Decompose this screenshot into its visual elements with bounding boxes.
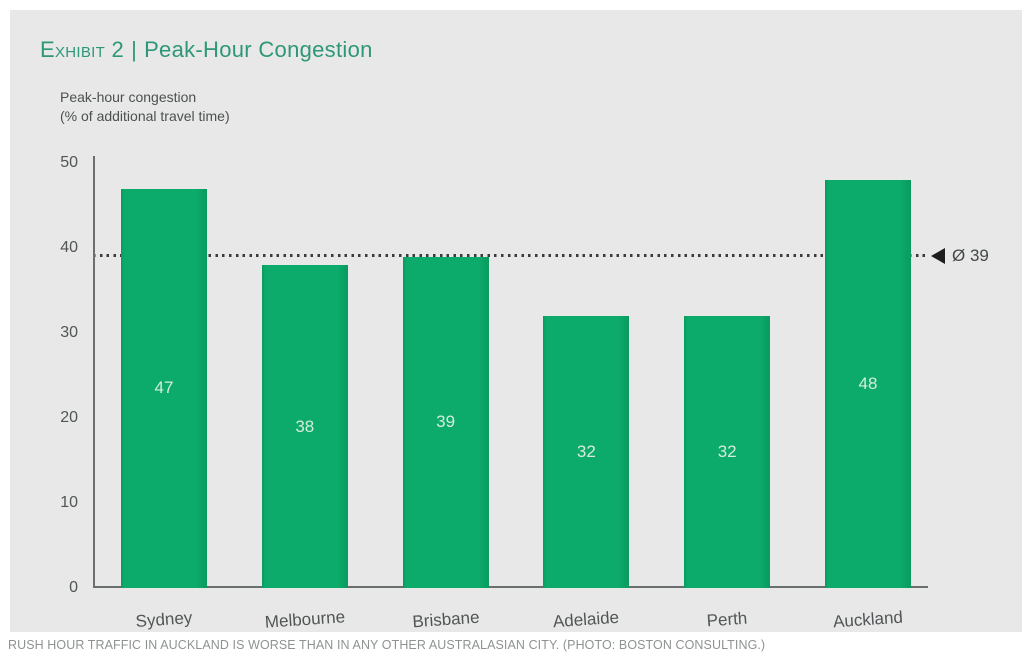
bar-value-label-brisbane: 39 <box>436 412 456 432</box>
average-marker-icon <box>931 248 945 264</box>
chart-title: Peak-Hour Congestion <box>144 37 373 62</box>
exhibit-panel: Exhibit 2 | Peak-Hour Congestion Peak-hour… <box>10 10 1022 632</box>
average-label: Ø 39 <box>952 246 989 265</box>
x-axis-label-sydney: Sydney <box>135 608 193 631</box>
y-axis-tick-0: 0 <box>69 579 78 596</box>
bar-melbourne: 38 <box>261 265 348 588</box>
bar-value-label-melbourne: 38 <box>295 416 315 436</box>
bar-brisbane: 39 <box>402 256 489 588</box>
x-axis-label-melbourne: Melbourne <box>264 607 346 632</box>
x-axis-line <box>93 586 928 588</box>
bar-value-label-auckland: 48 <box>858 374 878 393</box>
y-axis-tick-30: 30 <box>60 324 78 341</box>
x-axis-label-perth: Perth <box>706 608 749 631</box>
x-axis-label-brisbane: Brisbane <box>411 607 480 632</box>
bar-chart: 0 10 20 30 40 50 47 Sydney 38 Melbourne 39 Brisban… <box>10 10 1022 659</box>
y-axis-title-line2: (% of additional travel time) <box>60 108 230 124</box>
bar-auckland: 48 <box>825 180 911 588</box>
y-axis-line <box>93 156 95 588</box>
y-axis-tick-50: 50 <box>60 154 78 171</box>
x-axis-label-adelaide: Adelaide <box>552 607 621 632</box>
y-axis-tick-40: 40 <box>60 239 78 256</box>
title-separator: | <box>131 37 138 62</box>
plot-area: 47 Sydney 38 Melbourne 39 Brisbane 32 Adelaide 3… <box>93 158 928 632</box>
bar-sydney: 47 <box>121 188 207 588</box>
exhibit-title: Exhibit 2 | Peak-Hour Congestion <box>40 37 373 63</box>
x-axis-label-auckland: Auckland <box>832 607 904 632</box>
caption: RUSH HOUR TRAFFIC IN AUCKLAND IS WORSE T… <box>8 637 766 652</box>
bar-value-label-sydney: 47 <box>154 378 174 398</box>
bar-value-label-perth: 32 <box>717 442 737 461</box>
bar-value-label-adelaide: 32 <box>576 442 596 461</box>
bar-adelaide: 32 <box>543 316 630 588</box>
y-axis-title: Peak-hour congestion (% of additional tr… <box>60 88 230 126</box>
y-axis-tick-10: 10 <box>60 494 78 511</box>
y-axis-title-line1: Peak-hour congestion <box>60 89 197 105</box>
bar-perth: 32 <box>684 316 771 588</box>
average-line <box>93 254 928 257</box>
y-axis-tick-20: 20 <box>60 409 78 426</box>
exhibit-number-label: Exhibit 2 <box>40 37 125 62</box>
